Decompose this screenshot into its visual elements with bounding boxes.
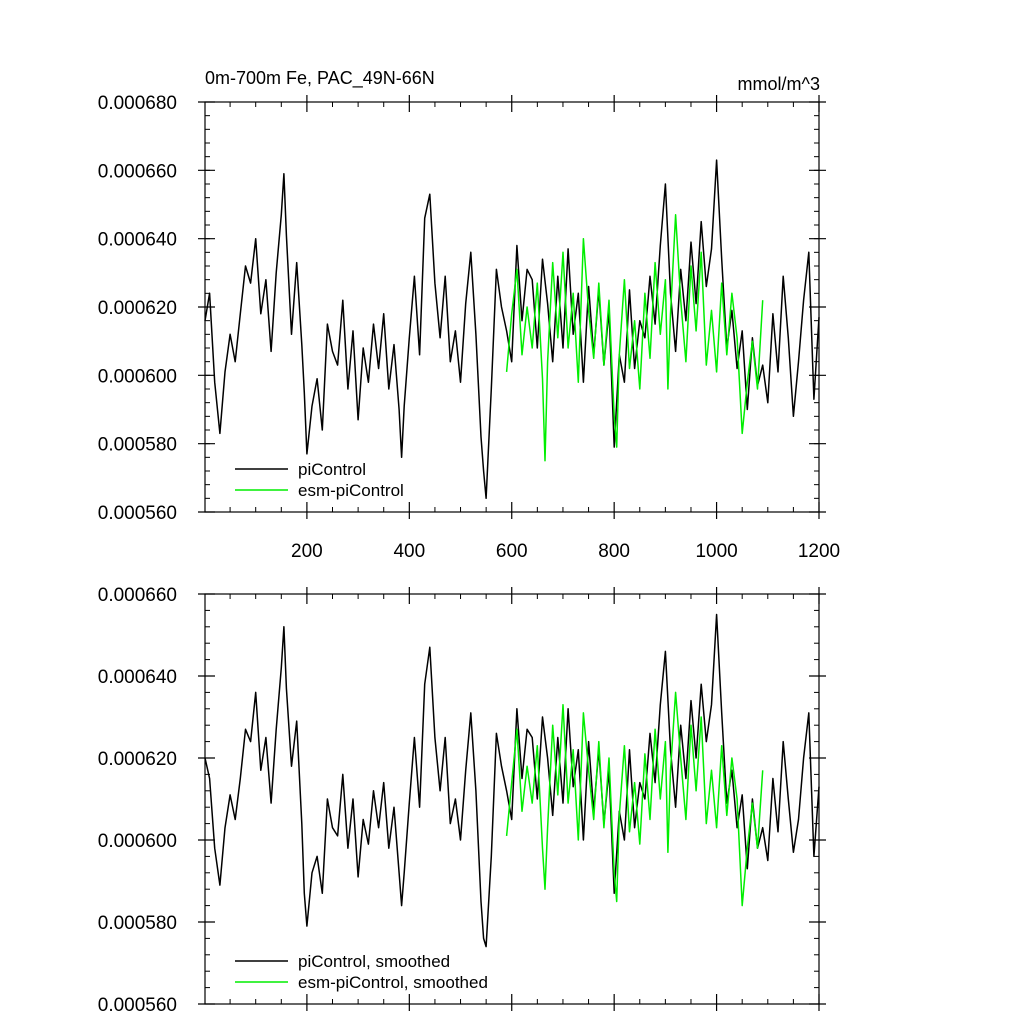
chart-bottom: 0.000560 0.000580 0.000600 0.000620 0.000640… xyxy=(98,585,826,1016)
x-axis-labels: 200 400 600 800 1000 1200 xyxy=(291,541,840,562)
chart-top: 0m-700m Fe, PAC_49N-66N mmol/m^3 0.00056… xyxy=(98,68,840,562)
x-tick-label: 1000 xyxy=(695,541,737,562)
series-line-picontrol xyxy=(204,159,820,500)
legend: piControl, smoothed esm-piControl, smoot… xyxy=(235,952,488,992)
y-tick-label: 0.000680 xyxy=(98,93,177,114)
y-axis-labels: 0.000560 0.000580 0.000600 0.000620 0.000640… xyxy=(98,93,177,524)
x-tick-label: 400 xyxy=(393,541,425,562)
y-axis-labels: 0.000560 0.000580 0.000600 0.000620 0.000640… xyxy=(98,585,177,1016)
chart-title: 0m-700m Fe, PAC_49N-66N xyxy=(205,68,435,89)
series-line-picontrol-smoothed xyxy=(204,613,820,948)
y-tick-label: 0.000620 xyxy=(98,298,177,319)
series-lines xyxy=(204,613,820,948)
x-tick-label: 800 xyxy=(598,541,630,562)
axis-ticks xyxy=(198,95,826,519)
y-tick-label: 0.000560 xyxy=(98,995,177,1016)
x-tick-label: 200 xyxy=(291,541,323,562)
series-lines xyxy=(204,159,820,500)
axis-ticks xyxy=(198,587,826,1011)
series-line-esm-picontrol xyxy=(505,214,764,462)
y-tick-label: 0.000600 xyxy=(98,366,177,387)
legend-label-esm-picontrol-smoothed: esm-piControl, smoothed xyxy=(298,973,488,992)
series-line-esm-picontrol-smoothed xyxy=(505,691,764,907)
legend: piControl esm-piControl xyxy=(235,460,404,500)
y-tick-label: 0.000600 xyxy=(98,831,177,852)
y-tick-label: 0.000640 xyxy=(98,667,177,688)
x-tick-label: 600 xyxy=(496,541,528,562)
y-tick-label: 0.000580 xyxy=(98,913,177,934)
y-tick-label: 0.000660 xyxy=(98,585,177,606)
legend-label-picontrol-smoothed: piControl, smoothed xyxy=(298,952,450,971)
legend-label-esm-picontrol: esm-piControl xyxy=(298,481,404,500)
units-label: mmol/m^3 xyxy=(738,74,820,94)
y-tick-label: 0.000660 xyxy=(98,161,177,182)
y-tick-label: 0.000620 xyxy=(98,749,177,770)
y-tick-label: 0.000560 xyxy=(98,503,177,524)
y-tick-label: 0.000580 xyxy=(98,435,177,456)
x-tick-label: 1200 xyxy=(798,541,840,562)
legend-label-picontrol: piControl xyxy=(298,460,366,479)
y-tick-label: 0.000640 xyxy=(98,230,177,251)
